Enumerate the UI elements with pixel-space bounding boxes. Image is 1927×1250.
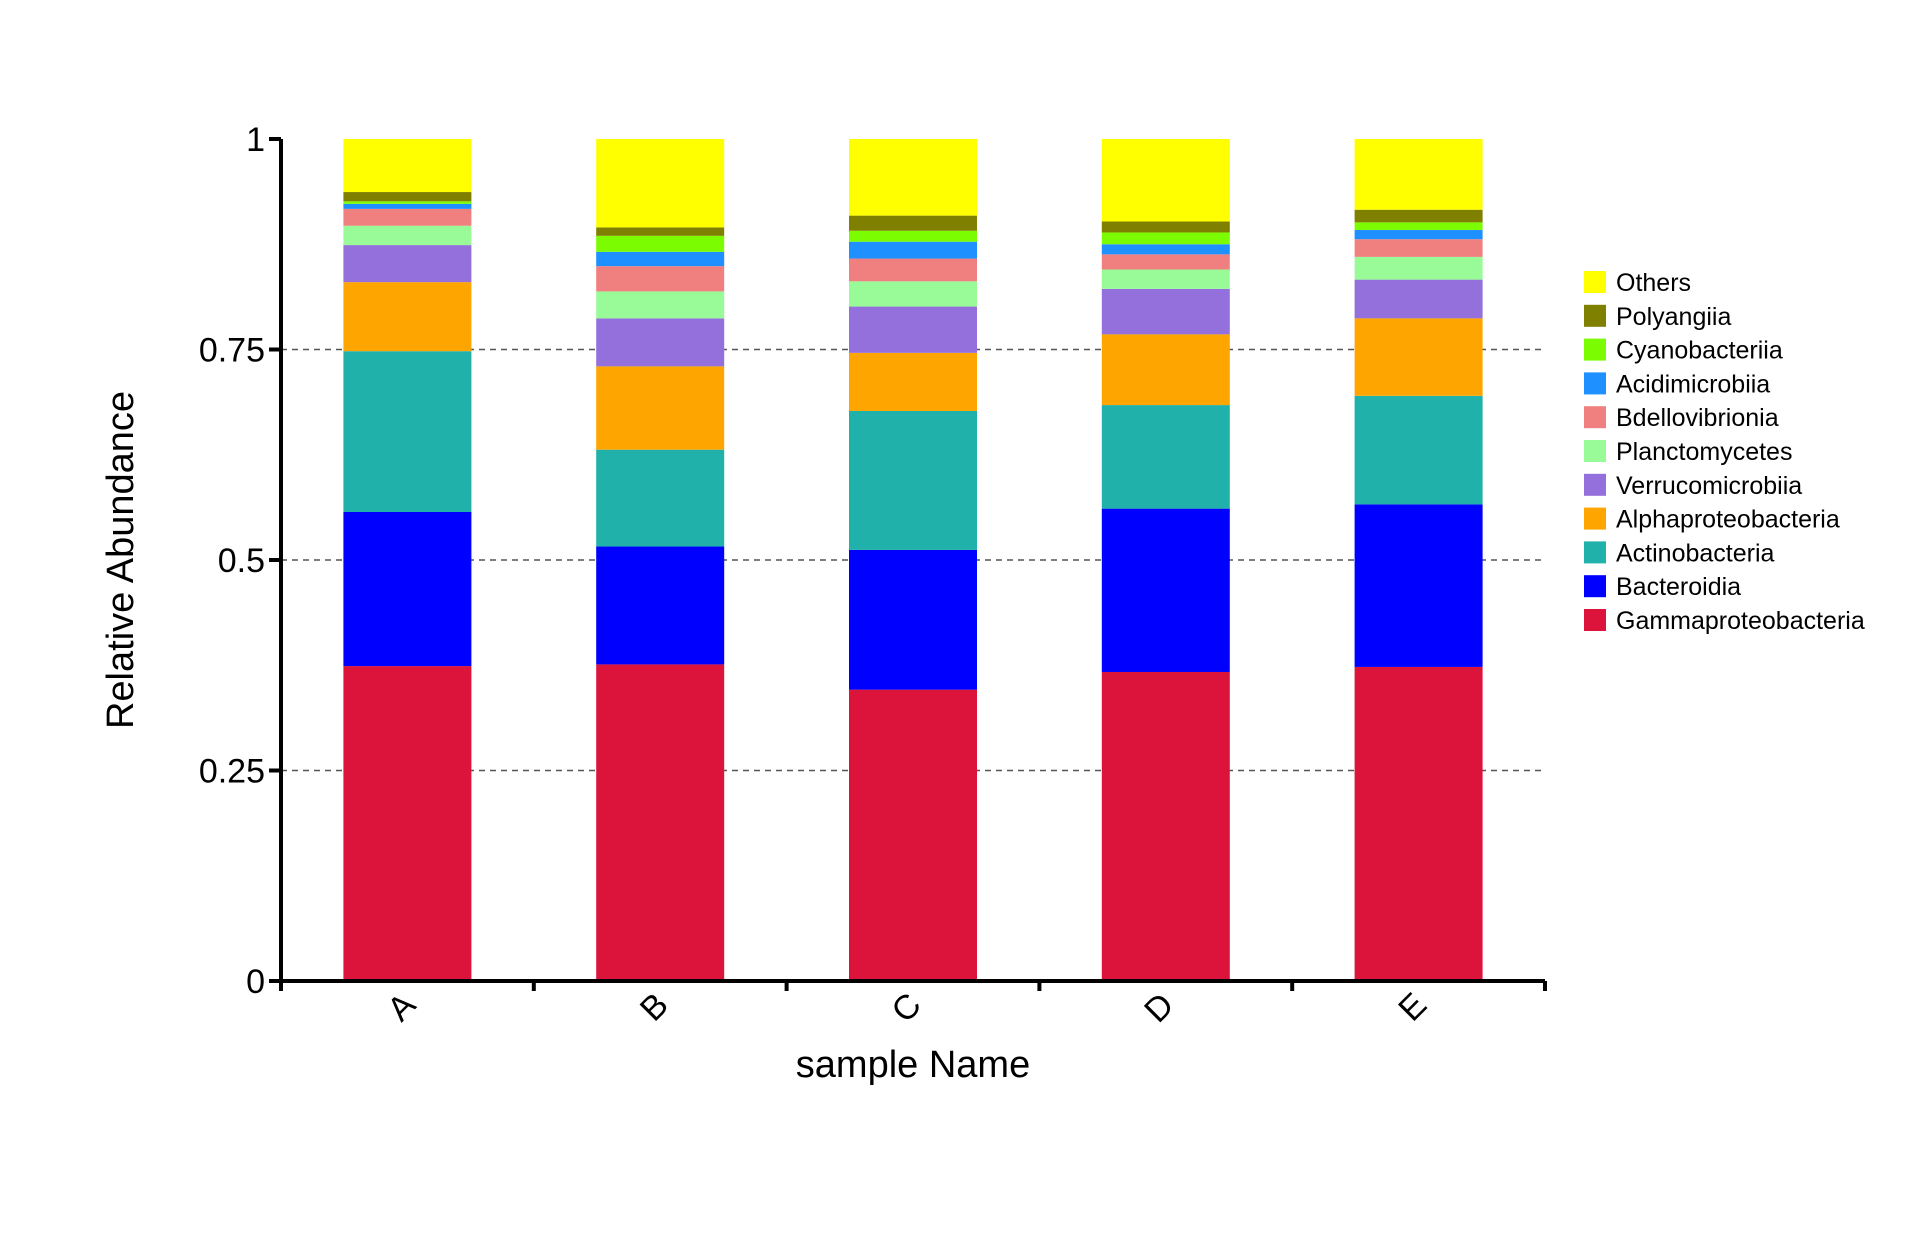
bar-segment-B-bacteroidia [596, 546, 725, 665]
x-tick-label-C: C [884, 986, 928, 1030]
bar-segment-D-planctomycetes [1101, 269, 1230, 289]
legend-swatch-acidimicrobiia [1584, 372, 1606, 395]
x-tick-label-B: B [633, 986, 676, 1029]
x-axis-title: sample Name [796, 1044, 1030, 1086]
legend: Others Polyangiia Cyanobacteriia Acidimicro… [1584, 269, 1865, 635]
bar-segment-C-polyangiia [849, 215, 977, 231]
bar-segment-D-gammaproteobacteria [1101, 671, 1230, 981]
bar-segment-B-others [596, 139, 725, 228]
legend-label-acidimicrobiia: Acidimicrobiia [1616, 370, 1770, 398]
x-ticks: A B C D E [279, 981, 1547, 1030]
y-tick-label: 0.25 [199, 753, 265, 791]
bar-segment-B-cyanobacteriia [596, 235, 725, 252]
bar-segment-E-planctomycetes [1354, 256, 1483, 280]
bar-segment-C-alphaproteobacteria [849, 352, 977, 411]
y-tick-label: 0.5 [218, 542, 265, 580]
bar-segment-B-bdellovibrionia [596, 266, 725, 292]
bar-segment-E-others [1354, 139, 1483, 210]
bar-segment-E-polyangiia [1354, 209, 1483, 223]
legend-swatch-gammaproteobacteria [1584, 609, 1606, 631]
legend-swatch-bacteroidia [1584, 575, 1606, 598]
bar-segment-D-others [1101, 139, 1230, 222]
bar-segment-A-acidimicrobiia [343, 203, 472, 209]
y-tick-label: 1 [246, 121, 265, 159]
bar-segment-E-verrucomicrobiia [1354, 279, 1483, 319]
legend-label-polyangiia: Polyangiia [1616, 303, 1731, 331]
legend-label-gammaproteobacteria: Gammaproteobacteria [1616, 607, 1865, 635]
legend-label-bdellovibrionia: Bdellovibrionia [1616, 404, 1779, 432]
legend-swatch-actinobacteria [1584, 541, 1606, 564]
bar-segment-B-gammaproteobacteria [596, 664, 725, 981]
bar-segment-B-polyangiia [596, 227, 725, 236]
legend-swatch-bdellovibrionia [1584, 406, 1606, 429]
bar-segment-A-verrucomicrobiia [343, 245, 472, 283]
legend-label-verrucomicrobiia: Verrucomicrobiia [1616, 472, 1802, 500]
bar-segment-B-alphaproteobacteria [596, 366, 725, 450]
bar-segment-C-planctomycetes [849, 281, 977, 307]
bar-segment-D-bacteroidia [1101, 508, 1230, 672]
bar-segment-C-cyanobacteriia [849, 230, 977, 242]
legend-label-bacteroidia: Bacteroidia [1616, 573, 1741, 601]
bar-segment-C-verrucomicrobiia [849, 306, 977, 353]
bar-segment-D-verrucomicrobiia [1101, 288, 1230, 335]
bar-segment-D-cyanobacteriia [1101, 232, 1230, 245]
legend-label-planctomycetes: Planctomycetes [1616, 438, 1792, 466]
bar-segment-A-planctomycetes [343, 225, 472, 246]
bar-segment-C-others [849, 139, 977, 216]
bars [343, 139, 1483, 981]
bar-segment-B-acidimicrobiia [596, 251, 725, 267]
bar-segment-B-verrucomicrobiia [596, 318, 725, 367]
bar-segment-B-actinobacteria [596, 449, 725, 547]
bar-segment-D-actinobacteria [1101, 405, 1230, 509]
bar-segment-A-bdellovibrionia [343, 208, 472, 226]
legend-label-alphaproteobacteria: Alphaproteobacteria [1616, 506, 1840, 534]
legend-swatch-polyangiia [1584, 304, 1606, 327]
bar-segment-C-bacteroidia [849, 549, 977, 690]
bar-segment-A-alphaproteobacteria [343, 282, 472, 352]
legend-swatch-cyanobacteriia [1584, 338, 1606, 361]
bar-segment-E-gammaproteobacteria [1354, 666, 1483, 981]
bar-segment-E-acidimicrobiia [1354, 229, 1483, 240]
bar-segment-C-acidimicrobiia [849, 241, 977, 259]
bar-segment-D-acidimicrobiia [1101, 244, 1230, 255]
bar-segment-B-planctomycetes [596, 291, 725, 319]
bar-segment-E-bacteroidia [1354, 504, 1483, 667]
legend-label-others: Others [1616, 269, 1691, 297]
bar-segment-A-others [343, 139, 472, 193]
bar-segment-D-polyangiia [1101, 221, 1230, 233]
y-axis-title: Relative Abundance [100, 391, 142, 729]
bar-segment-A-actinobacteria [343, 351, 472, 513]
bar-segment-C-actinobacteria [849, 410, 977, 550]
legend-swatch-alphaproteobacteria [1584, 507, 1606, 530]
x-tick-label-D: D [1137, 986, 1181, 1030]
bar-segment-E-alphaproteobacteria [1354, 318, 1483, 396]
legend-swatch-others [1584, 271, 1606, 293]
x-tick-label-A: A [380, 986, 423, 1029]
bar-segment-E-actinobacteria [1354, 395, 1483, 505]
y-ticks: 0 0.25 0.5 0.75 1 [199, 121, 281, 1001]
legend-label-actinobacteria: Actinobacteria [1616, 539, 1775, 567]
bar-segment-D-bdellovibrionia [1101, 254, 1230, 270]
bar-segment-C-bdellovibrionia [849, 258, 977, 282]
legend-swatch-verrucomicrobiia [1584, 473, 1606, 496]
legend-label-cyanobacteriia: Cyanobacteriia [1616, 337, 1783, 365]
bar-segment-A-gammaproteobacteria [343, 666, 472, 981]
bar-segment-E-cyanobacteriia [1354, 222, 1483, 230]
bar-segment-A-cyanobacteriia [343, 201, 472, 204]
x-tick-label-E: E [1391, 986, 1434, 1029]
bar-segment-E-bdellovibrionia [1354, 239, 1483, 257]
y-tick-label: 0.75 [199, 332, 265, 370]
legend-swatch-planctomycetes [1584, 440, 1606, 462]
bar-segment-D-alphaproteobacteria [1101, 334, 1230, 406]
bar-segment-A-polyangiia [343, 192, 472, 202]
bar-segment-A-bacteroidia [343, 512, 472, 667]
bar-segment-C-gammaproteobacteria [849, 689, 977, 981]
y-tick-label: 0 [246, 963, 265, 1001]
